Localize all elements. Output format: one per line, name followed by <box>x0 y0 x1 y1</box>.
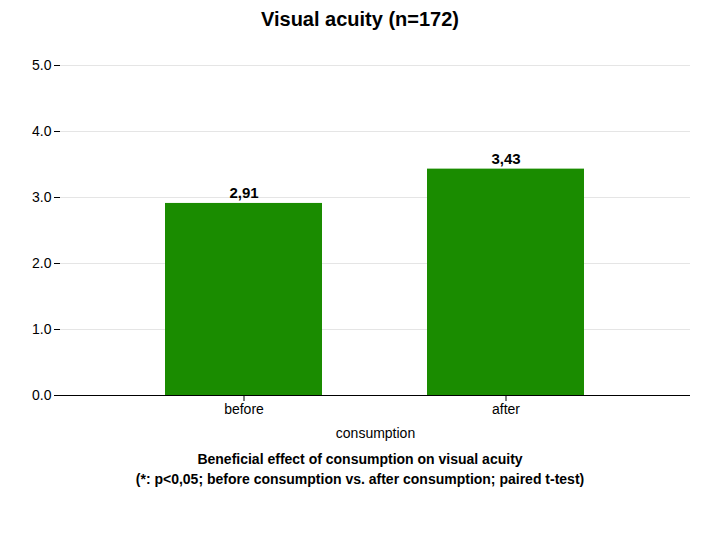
svg-text:4.0: 4.0 <box>32 123 52 139</box>
svg-text:consumption: consumption <box>336 425 415 441</box>
svg-text:before: before <box>224 401 264 417</box>
svg-text:3,43: 3,43 <box>491 150 520 167</box>
svg-text:2,91: 2,91 <box>229 184 258 201</box>
svg-text:2.0: 2.0 <box>32 255 52 271</box>
svg-text:0.0: 0.0 <box>32 387 52 403</box>
html-text:Beneficial effect of consumpti: Beneficial effect of consumption on visu… <box>197 451 523 467</box>
html-text:(*: p<0,05; before consumption: (*: p<0,05; before consumption vs. after… <box>135 471 585 487</box>
svg-text:after: after <box>492 401 520 417</box>
svg-text:1.0: 1.0 <box>32 321 52 337</box>
html-text:Visual acuity (n=172): Visual acuity (n=172) <box>261 8 459 30</box>
svg-text:3.0: 3.0 <box>32 189 52 205</box>
svg-text:5.0: 5.0 <box>32 57 52 73</box>
